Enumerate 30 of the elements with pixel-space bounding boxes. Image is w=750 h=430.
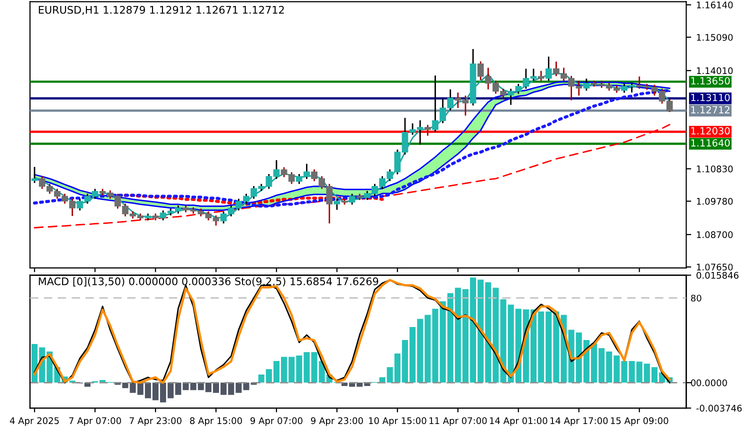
y-tick-label: 0.015846 [696,272,738,279]
y-tick-label: 1.16140 [696,2,733,8]
x-tick-label: 9 Apr 07:00 [250,417,302,426]
x-tick-label: 8 Apr 15:00 [190,417,242,426]
x-tick-label: 7 Apr 23:00 [130,417,182,426]
y-tick-label: 1.09780 [696,198,733,205]
y-tick-label: 0.0000 [696,379,727,386]
ref-line-label: 1.12712 [691,106,730,114]
x-tick-label: 11 Apr 07:00 [429,417,487,426]
y2-tick-label: 80 [691,294,702,302]
x-tick-label: 9 Apr 23:00 [310,417,363,426]
y-tick-label: 1.15090 [696,34,733,41]
y2-tick-label: 0 [691,379,696,386]
ref-line-label: 1.11640 [691,139,730,147]
chart-title: EURUSD,H1 1.12879 1.12912 1.12671 1.12712 [38,6,284,15]
y-tick-label: 1.07650 [696,264,733,271]
x-tick-label: 14 Apr 17:00 [550,417,608,426]
ref-line-label: 1.13110 [691,94,730,102]
x-tick-label: 4 Apr 2025 [10,417,59,426]
x-tick-label: 7 Apr 07:00 [69,417,121,426]
y-tick-label: 1.08700 [696,231,733,238]
y-tick-label: 1.10830 [696,166,733,172]
chart-title: MACD [0](13,50) 0.000000 0.000336 Sto(9,2,5) 15.6854 17.6269 [38,277,378,286]
x-tick-label: 10 Apr 15:00 [369,417,426,426]
ref-line-label: 1.12030 [691,127,730,135]
x-tick-label: 15 Apr 09:00 [610,417,668,426]
y-tick-label: 1.14010 [696,67,733,74]
y-tick-label: -0.003746 [696,404,742,412]
ref-line-label: 1.13650 [691,77,730,85]
x-tick-label: 14 Apr 01:00 [490,417,548,426]
